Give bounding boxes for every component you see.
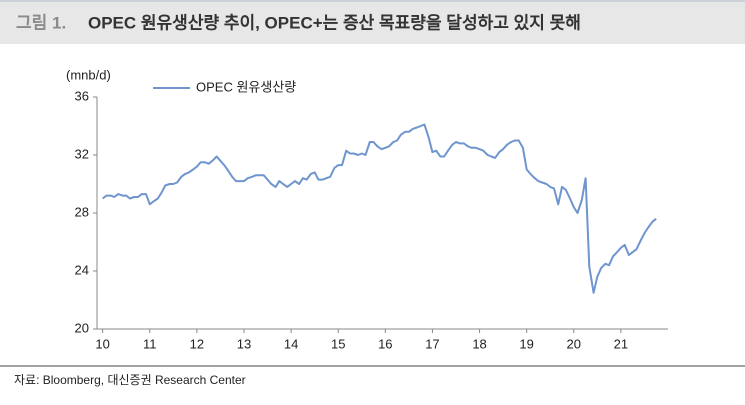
x-tick-label: 15 bbox=[331, 336, 345, 351]
x-tick-label: 10 bbox=[95, 336, 109, 351]
y-axis-label: (mnb/d) bbox=[66, 67, 111, 82]
x-tick-label: 12 bbox=[190, 336, 204, 351]
y-tick-label: 24 bbox=[75, 262, 89, 277]
x-tick-label: 17 bbox=[425, 336, 439, 351]
x-tick-label: 20 bbox=[567, 336, 581, 351]
x-tick-label: 14 bbox=[284, 336, 298, 351]
header-band bbox=[0, 2, 745, 44]
source: 자료: Bloomberg, 대신증권 Research Center bbox=[14, 373, 246, 387]
x-tick-label: 19 bbox=[519, 336, 533, 351]
y-tick-label: 20 bbox=[75, 320, 89, 335]
chart-title: OPEC 원유생산량 추이, OPEC+는 증산 목표량을 달성하고 있지 못해 bbox=[88, 12, 581, 32]
x-tick-label: 11 bbox=[143, 336, 157, 351]
y-tick-label: 28 bbox=[75, 204, 89, 219]
series-line bbox=[102, 123, 657, 294]
legend-label: OPEC 원유생산량 bbox=[196, 79, 296, 94]
y-tick-label: 32 bbox=[75, 146, 89, 161]
y-tick-label: 36 bbox=[75, 88, 89, 103]
x-tick-label: 21 bbox=[614, 336, 628, 351]
x-tick-label: 16 bbox=[378, 336, 392, 351]
x-tick-label: 13 bbox=[237, 336, 251, 351]
x-tick-label: 18 bbox=[472, 336, 486, 351]
figure-label: 그림 1. bbox=[16, 13, 66, 32]
